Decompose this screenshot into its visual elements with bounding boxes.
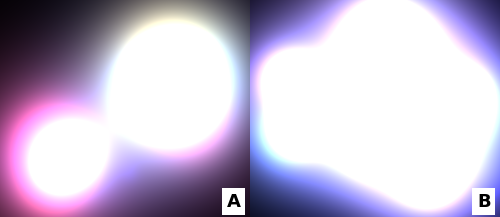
Text: A: A xyxy=(227,193,240,211)
Text: B: B xyxy=(477,193,490,211)
